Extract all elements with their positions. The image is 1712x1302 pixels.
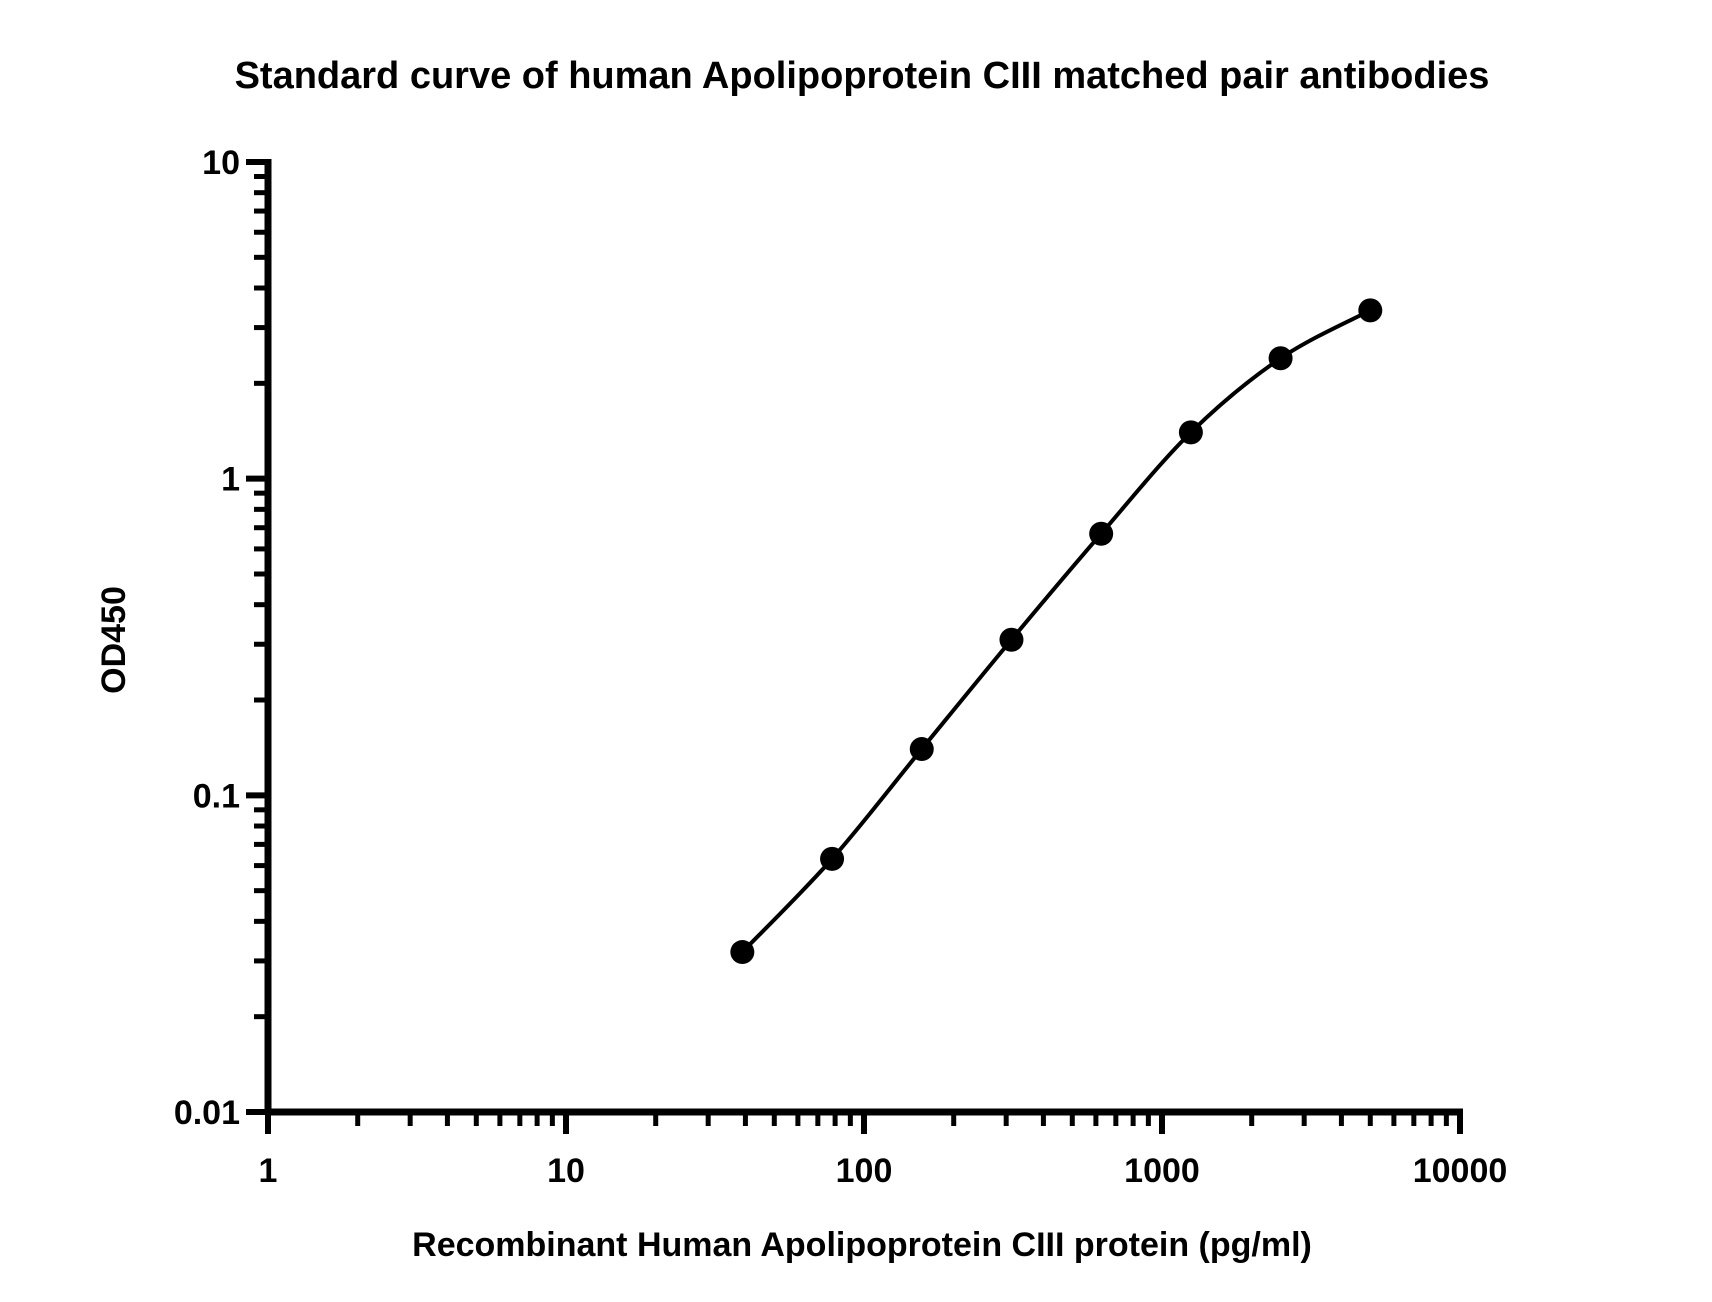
y-tick-label: 1 bbox=[221, 461, 240, 499]
x-tick-label: 1 bbox=[259, 1152, 278, 1190]
y-axis-label: OD450 bbox=[95, 586, 133, 694]
x-tick-label: 1000 bbox=[1124, 1152, 1200, 1190]
data-point bbox=[730, 940, 755, 965]
data-point bbox=[1358, 298, 1383, 323]
data-point bbox=[1178, 420, 1203, 445]
y-tick-label: 0.01 bbox=[174, 1094, 240, 1132]
y-tick-label: 0.1 bbox=[193, 777, 240, 815]
x-axis-label: Recombinant Human Apolipoprotein CIII pr… bbox=[412, 1226, 1312, 1264]
data-point bbox=[1089, 521, 1114, 546]
data-point bbox=[1268, 346, 1293, 371]
x-tick-label: 100 bbox=[836, 1152, 893, 1190]
tick-labels: 1 10 100 1000 10000 0.01 0.1 1 10 bbox=[174, 144, 1507, 1190]
axes bbox=[246, 159, 1463, 1134]
x-tick-label: 10000 bbox=[1413, 1152, 1508, 1190]
x-tick-label: 10 bbox=[547, 1152, 585, 1190]
data-point bbox=[909, 737, 934, 762]
chart-title: Standard curve of human Apolipoprotein C… bbox=[235, 55, 1490, 97]
data-point bbox=[820, 846, 845, 871]
y-tick-label: 10 bbox=[202, 144, 240, 182]
data-points bbox=[730, 298, 1383, 965]
data-point bbox=[999, 627, 1024, 652]
